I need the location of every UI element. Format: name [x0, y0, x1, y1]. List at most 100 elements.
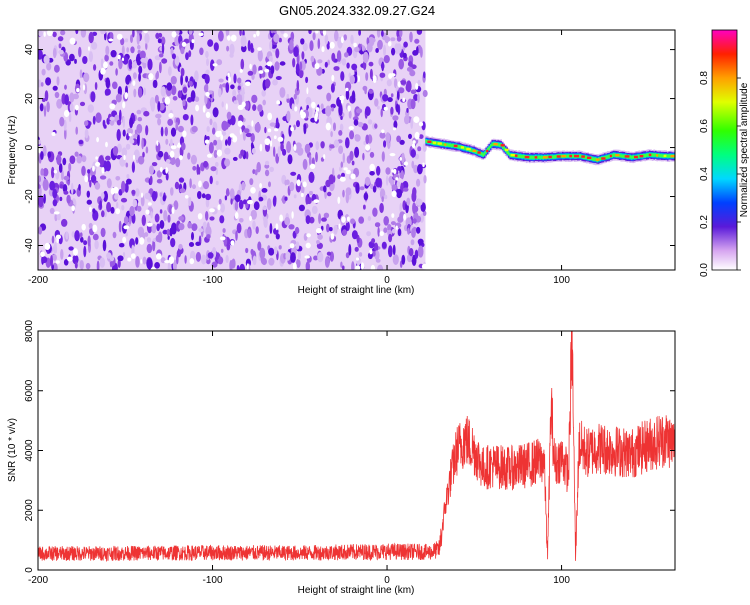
noise-blob — [182, 86, 188, 94]
noise-blob — [154, 94, 159, 104]
noise-gap — [258, 70, 264, 74]
noise-gap — [171, 206, 175, 214]
noise-gap — [325, 122, 331, 131]
noise-blob — [58, 43, 62, 49]
noise-blob — [391, 228, 396, 234]
noise-blob — [324, 34, 329, 45]
noise-blob — [109, 116, 115, 121]
noise-blob — [145, 125, 149, 136]
noise-gap — [67, 256, 73, 262]
noise-blob — [46, 62, 52, 71]
noise-blob — [226, 243, 231, 251]
noise-blob — [139, 50, 146, 60]
noise-blob — [92, 115, 96, 125]
noise-blob — [368, 89, 374, 94]
noise-gap — [237, 120, 243, 127]
signal-track-segment — [489, 144, 492, 148]
noise-blob — [406, 197, 411, 206]
noise-blob — [212, 127, 216, 135]
noise-blob — [110, 50, 117, 58]
noise-blob — [414, 249, 419, 259]
noise-blob — [381, 196, 384, 203]
noise-blob — [206, 222, 210, 231]
noise-blob — [128, 59, 133, 70]
noise-blob — [363, 204, 366, 210]
noise-gap — [304, 255, 311, 259]
noise-gap — [89, 206, 92, 213]
signal-track-segment — [572, 154, 574, 158]
signal-track-segment — [552, 155, 555, 159]
noise-blob — [409, 31, 413, 43]
noise-blob — [121, 180, 126, 193]
noise-gap — [168, 256, 175, 264]
noise-blob — [423, 174, 427, 184]
noise-blob — [103, 124, 107, 129]
noise-blob — [269, 122, 276, 127]
noise-blob — [234, 194, 241, 202]
noise-blob — [308, 171, 315, 183]
noise-blob — [62, 157, 67, 166]
noise-blob — [242, 199, 247, 205]
noise-blob — [86, 199, 93, 205]
noise-blob — [122, 117, 126, 128]
noise-blob — [388, 175, 394, 184]
noise-gap — [51, 132, 56, 136]
noise-blob — [369, 68, 373, 80]
noise-blob — [156, 178, 163, 184]
noise-blob — [305, 96, 312, 106]
noise-blob — [416, 30, 423, 35]
signal-track-segment — [522, 155, 525, 158]
noise-blob — [422, 89, 428, 98]
noise-blob — [68, 246, 74, 251]
noise-blob — [52, 47, 57, 59]
noise-gap — [198, 32, 204, 37]
noise-blob — [292, 57, 296, 68]
noise-blob — [349, 75, 355, 85]
noise-blob — [45, 77, 52, 86]
noise-gap — [209, 208, 215, 213]
noise-blob — [180, 74, 184, 86]
noise-blob — [138, 65, 143, 74]
noise-blob — [301, 51, 305, 60]
noise-gap — [305, 242, 311, 249]
noise-blob — [62, 184, 68, 193]
noise-blob — [398, 87, 405, 94]
signal-track-segment — [620, 154, 622, 158]
noise-blob — [159, 209, 163, 214]
noise-blob — [359, 186, 365, 191]
noise-blob — [184, 255, 187, 264]
noise-blob — [247, 228, 251, 239]
signal-track-segment — [614, 153, 616, 157]
signal-track-segment — [642, 153, 645, 157]
signal-peak — [510, 153, 516, 157]
noise-blob — [408, 133, 412, 139]
noise-gap — [205, 111, 211, 118]
noise-blob — [414, 153, 420, 160]
noise-gap — [387, 41, 392, 47]
noise-blob — [221, 101, 224, 108]
signal-peak — [437, 142, 442, 145]
noise-blob — [297, 251, 301, 261]
noise-blob — [379, 188, 386, 200]
noise-blob — [379, 132, 386, 139]
noise-blob — [342, 229, 347, 236]
noise-blob — [392, 244, 396, 256]
y-tick-label: 20 — [24, 93, 35, 105]
noise-gap — [389, 153, 396, 157]
colorbar-gradient — [711, 29, 738, 271]
noise-blob — [324, 256, 330, 268]
noise-gap — [55, 234, 62, 240]
noise-blob — [155, 72, 158, 81]
noise-blob — [413, 94, 419, 101]
noise-blob — [410, 149, 416, 158]
noise-blob — [96, 260, 100, 270]
noise-gap — [95, 156, 98, 160]
noise-blob — [273, 246, 278, 255]
noise-gap — [227, 72, 230, 78]
noise-blob — [118, 220, 122, 233]
noise-blob — [234, 201, 239, 211]
noise-blob — [315, 141, 320, 151]
noise-blob — [299, 61, 303, 71]
noise-blob — [224, 147, 231, 155]
